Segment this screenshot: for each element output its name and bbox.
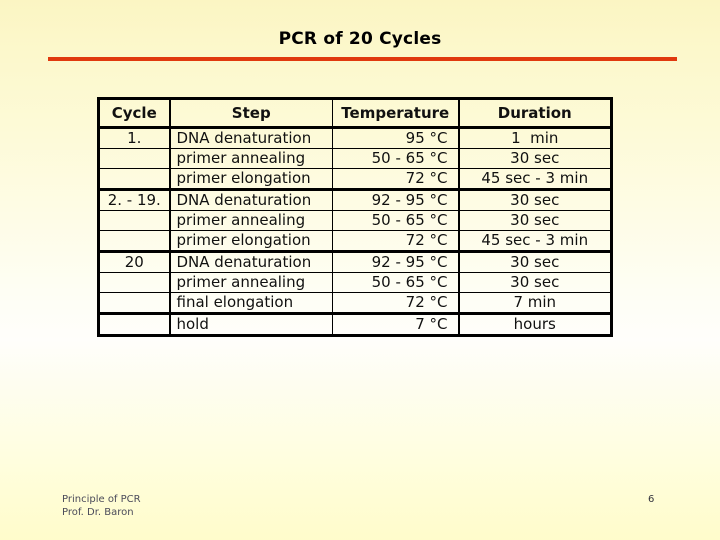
table-row-cycle20-annealing: primer annealing 50 - 65 °C 30 sec	[98, 272, 612, 293]
cell-duration: 7 min	[458, 292, 612, 314]
cell-cycle: 2. - 19.	[98, 188, 171, 211]
cell-temperature: 92 - 95 °C	[332, 188, 460, 211]
column-header-step: Step	[169, 98, 333, 129]
table-row-cycle1-denaturation: 1. DNA denaturation 95 °C 1 min	[98, 127, 612, 149]
page-number: 6	[648, 494, 655, 505]
table-row-cycle20-final-elongation: final elongation 72 °C 7 min	[98, 292, 612, 314]
footer-credit: Principle of PCR Prof. Dr. Baron	[62, 493, 141, 519]
cell-step: DNA denaturation	[169, 188, 333, 211]
cell-step: final elongation	[169, 292, 333, 314]
slide-title: PCR of 20 Cycles	[278, 29, 442, 49]
cell-duration: hours	[458, 312, 612, 336]
column-header-duration: Duration	[458, 98, 612, 129]
cell-temperature: 50 - 65 °C	[332, 210, 460, 231]
cell-step: DNA denaturation	[169, 127, 333, 149]
cell-duration: 30 sec	[458, 272, 612, 293]
pcr-cycles-table: Cycle Step Temperature Duration 1. DNA d…	[97, 97, 613, 337]
cell-duration: 30 sec	[458, 188, 612, 211]
cell-temperature: 50 - 65 °C	[332, 272, 460, 293]
cell-cycle	[98, 148, 171, 169]
cell-duration: 1 min	[458, 127, 612, 149]
cell-temperature: 72 °C	[332, 168, 460, 190]
cell-duration: 30 sec	[458, 210, 612, 231]
cell-cycle: 1.	[98, 127, 171, 149]
cell-temperature: 72 °C	[332, 292, 460, 314]
cell-cycle: 20	[98, 250, 171, 273]
cell-step: primer annealing	[169, 272, 333, 293]
table-row-cycle1-elongation: primer elongation 72 °C 45 sec - 3 min	[98, 168, 612, 190]
cell-step: hold	[169, 312, 333, 336]
table-row-hold: hold 7 °C hours	[98, 312, 612, 336]
cell-duration: 45 sec - 3 min	[458, 230, 612, 252]
cell-cycle	[98, 292, 171, 314]
cell-step: primer annealing	[169, 148, 333, 169]
table-row-cycle1-annealing: primer annealing 50 - 65 °C 30 sec	[98, 148, 612, 169]
cell-temperature: 7 °C	[332, 312, 460, 336]
table-row-cycles2to19-annealing: primer annealing 50 - 65 °C 30 sec	[98, 210, 612, 231]
cell-step: primer elongation	[169, 230, 333, 252]
cell-cycle	[98, 272, 171, 293]
cell-temperature: 95 °C	[332, 127, 460, 149]
table-row-cycle20-denaturation: 20 DNA denaturation 92 - 95 °C 30 sec	[98, 250, 612, 273]
footer-credit-line2: Prof. Dr. Baron	[62, 507, 134, 518]
column-header-cycle: Cycle	[98, 98, 171, 129]
title-underline-rule	[48, 57, 677, 61]
cell-cycle	[98, 210, 171, 231]
cell-duration: 45 sec - 3 min	[458, 168, 612, 190]
cell-duration: 30 sec	[458, 250, 612, 273]
table-row-cycles2to19-denaturation: 2. - 19. DNA denaturation 92 - 95 °C 30 …	[98, 188, 612, 211]
cell-duration: 30 sec	[458, 148, 612, 169]
cell-cycle	[98, 168, 171, 190]
cell-step: primer annealing	[169, 210, 333, 231]
cell-temperature: 50 - 65 °C	[332, 148, 460, 169]
footer-credit-line1: Principle of PCR	[62, 494, 141, 505]
column-header-temperature: Temperature	[332, 98, 460, 129]
table-row-cycles2to19-elongation: primer elongation 72 °C 45 sec - 3 min	[98, 230, 612, 252]
cell-step: primer elongation	[169, 168, 333, 190]
cell-step: DNA denaturation	[169, 250, 333, 273]
cell-temperature: 72 °C	[332, 230, 460, 252]
cell-cycle	[98, 312, 171, 336]
cell-temperature: 92 - 95 °C	[332, 250, 460, 273]
cell-cycle	[98, 230, 171, 252]
table-header-row: Cycle Step Temperature Duration	[98, 98, 612, 129]
